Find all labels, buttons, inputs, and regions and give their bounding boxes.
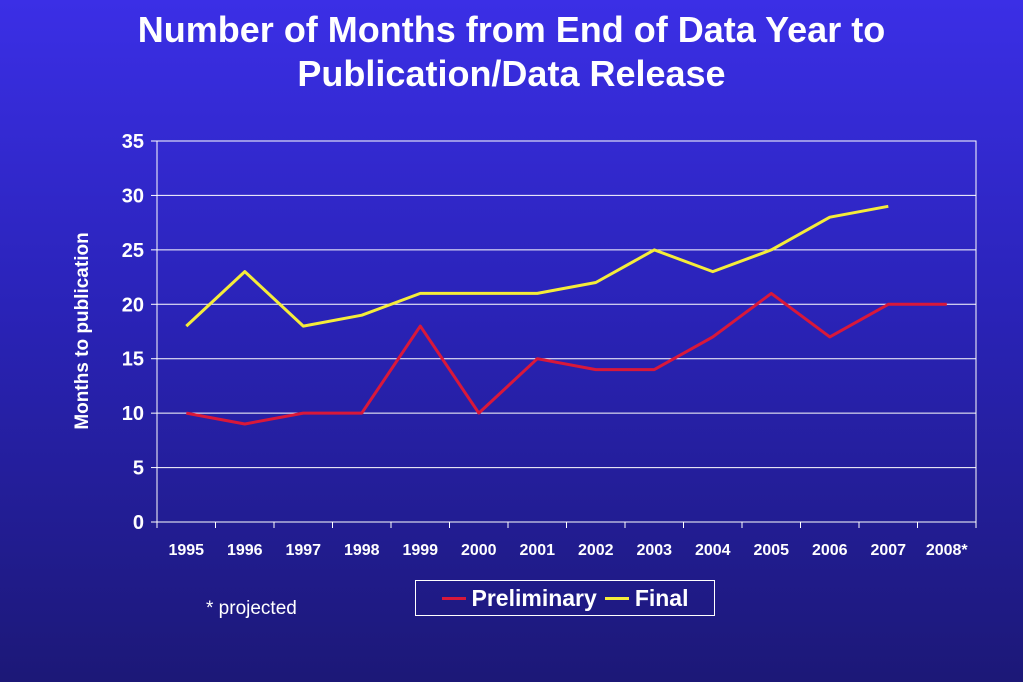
x-tick-label: 1996 bbox=[227, 542, 263, 559]
series-lines bbox=[185, 204, 947, 426]
legend-label-final: Final bbox=[634, 584, 689, 611]
y-tick-label: 10 bbox=[122, 403, 144, 425]
y-axis: 0 5 10 15 20 25 30 35 bbox=[122, 131, 157, 534]
legend-item-preliminary: Preliminary bbox=[441, 584, 597, 612]
x-tick-label: 2008* bbox=[926, 542, 969, 559]
y-tick-label: 5 bbox=[133, 458, 144, 480]
y-tick-label: 25 bbox=[122, 240, 144, 262]
x-tick-label: 2002 bbox=[578, 542, 614, 559]
chart-title-line-2: Publication/Data Release bbox=[297, 53, 726, 94]
x-tick-label: 2003 bbox=[636, 542, 672, 559]
projection-note: * projected bbox=[206, 598, 297, 619]
x-tick-label: 2005 bbox=[753, 542, 789, 559]
plot-area bbox=[156, 140, 977, 523]
x-tick-label: 2006 bbox=[812, 542, 848, 559]
legend-swatch-final bbox=[604, 596, 629, 600]
series-line-final bbox=[185, 204, 889, 328]
legend-label-preliminary: Preliminary bbox=[471, 584, 597, 611]
y-tick-label: 35 bbox=[122, 131, 144, 153]
legend-item-final: Final bbox=[604, 584, 689, 612]
legend-swatch-preliminary bbox=[441, 596, 466, 600]
y-tick-label: 20 bbox=[122, 294, 144, 316]
x-tick-label: 2000 bbox=[461, 542, 497, 559]
legend: Preliminary Final bbox=[415, 580, 715, 616]
gridlines bbox=[157, 194, 976, 469]
x-tick-label: 1997 bbox=[285, 542, 321, 559]
y-tick-label: 30 bbox=[122, 185, 144, 207]
x-axis: 1995 1996 1997 1998 1999 2000 2001 2002 2003 2004… bbox=[156, 522, 977, 559]
x-tick-label: 2004 bbox=[695, 542, 731, 559]
chart-title: Number of Months from End of Data Year t… bbox=[0, 8, 1023, 96]
chart-title-line-1: Number of Months from End of Data Year t… bbox=[137, 9, 886, 50]
x-tick-label: 1999 bbox=[402, 542, 438, 559]
y-tick-label: 15 bbox=[122, 349, 144, 371]
y-axis-label: Months to publication bbox=[72, 232, 93, 429]
x-tick-label: 1998 bbox=[344, 542, 380, 559]
x-tick-label: 1995 bbox=[168, 542, 204, 559]
series-line-preliminary bbox=[186, 291, 947, 426]
x-tick-label: 2001 bbox=[519, 542, 555, 559]
y-tick-label: 0 bbox=[133, 512, 144, 534]
x-tick-label: 2007 bbox=[870, 542, 906, 559]
